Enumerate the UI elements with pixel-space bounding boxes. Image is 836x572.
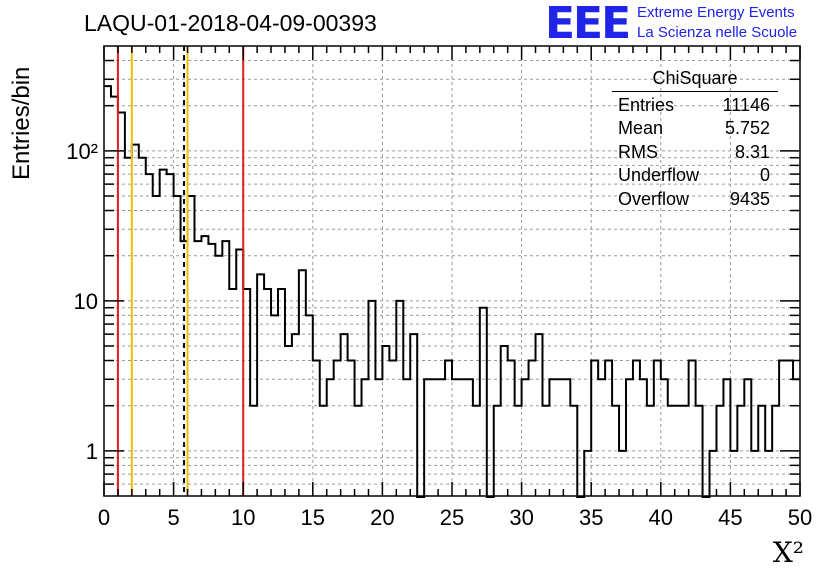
x-tick-label: 30 <box>509 505 533 530</box>
stats-box: ChiSquare Entries 11146 Mean 5.752 RMS 8… <box>612 67 778 211</box>
y-tick-label: 10² <box>66 139 98 164</box>
y-tick-label: 10 <box>74 289 98 314</box>
stats-label: Underflow <box>618 165 700 185</box>
stats-row-overflow: Overflow 9435 <box>612 188 778 212</box>
logo-line-2: La Scienza nelle Scuole <box>637 24 798 41</box>
x-tick-label: 5 <box>167 505 179 530</box>
x-axis-label: X² <box>772 536 804 569</box>
stats-label: Mean <box>618 118 664 138</box>
stats-value: 0 <box>759 165 770 185</box>
x-tick-label: 40 <box>649 505 673 530</box>
stats-value: 8.31 <box>734 141 770 162</box>
x-tick-label: 25 <box>440 505 464 530</box>
histogram-series <box>104 85 800 498</box>
stats-title: ChiSquare <box>612 67 778 92</box>
x-tick-label: 45 <box>718 505 742 530</box>
x-tick-label: 15 <box>301 505 325 530</box>
stats-label: Entries <box>618 94 675 115</box>
axis-ticks <box>103 46 801 496</box>
stats-value: 9435 <box>729 188 770 209</box>
x-tick-label: 10 <box>231 505 255 530</box>
histogram-step-line <box>104 85 800 498</box>
stats-value: 11146 <box>722 94 770 115</box>
stats-row-underflow: Underflow 0 <box>612 164 778 188</box>
stats-value: 5.752 <box>724 118 770 138</box>
logo-line-1: Extreme Energy Events <box>637 4 795 21</box>
stats-label: Overflow <box>618 188 690 209</box>
stats-label: RMS <box>618 141 658 162</box>
stats-row-mean: Mean 5.752 <box>612 117 778 141</box>
x-tick-label: 0 <box>98 505 110 530</box>
chart-title: LAQU-01-2018-04-09-00393 <box>84 10 377 36</box>
tick-labels: 0 5 10 15 20 25 30 35 40 45 50 1 10 10² <box>66 139 812 530</box>
stats-row-entries: Entries 11146 <box>612 94 778 118</box>
x-tick-label: 50 <box>788 505 812 530</box>
x-tick-label: 20 <box>370 505 394 530</box>
x-tick-label: 35 <box>579 505 603 530</box>
stats-row-rms: RMS 8.31 <box>612 141 778 165</box>
y-tick-label: 1 <box>86 439 98 464</box>
marker-lines <box>116 46 245 496</box>
y-axis-label: Entries/bin <box>8 66 35 180</box>
eee-logo: EEE <box>545 0 631 49</box>
